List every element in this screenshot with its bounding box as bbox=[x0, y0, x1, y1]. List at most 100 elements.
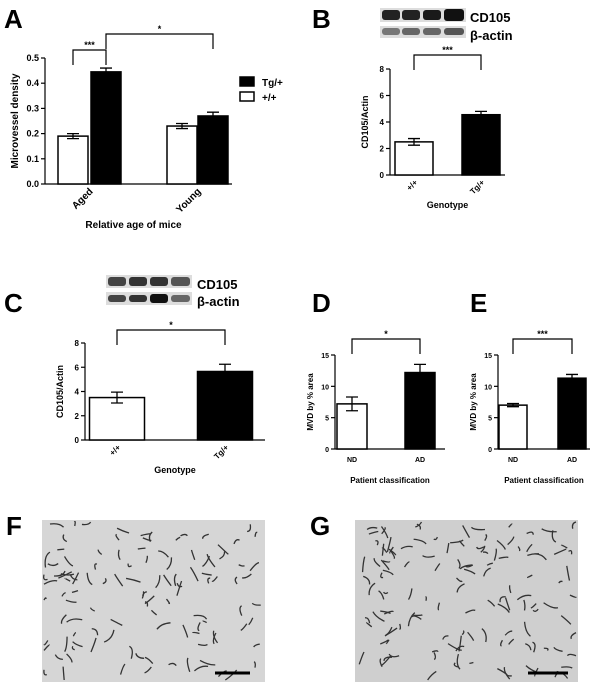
vessel bbox=[388, 548, 397, 556]
vessel bbox=[234, 576, 238, 585]
y-tick-label: 0.4 bbox=[26, 78, 39, 88]
vessel bbox=[381, 526, 386, 535]
vessel bbox=[461, 630, 465, 636]
vessel bbox=[43, 669, 48, 676]
x-axis-label: Patient classification bbox=[350, 476, 430, 485]
vessel bbox=[60, 573, 75, 576]
vessel bbox=[128, 645, 133, 659]
vessel bbox=[399, 623, 402, 630]
panel-label: F bbox=[6, 511, 22, 541]
vessel bbox=[217, 544, 229, 555]
y-tick-label: 10 bbox=[484, 384, 492, 391]
vessel bbox=[362, 575, 371, 585]
vessel bbox=[90, 637, 97, 653]
vessel bbox=[142, 591, 147, 597]
legend-swatch bbox=[239, 91, 255, 102]
micrograph bbox=[42, 520, 265, 682]
vessel bbox=[86, 572, 93, 586]
vessel bbox=[388, 653, 400, 658]
vessel bbox=[63, 556, 74, 567]
vessel bbox=[442, 635, 449, 640]
panel-label: E bbox=[470, 288, 487, 318]
panel-label: G bbox=[310, 511, 330, 541]
vessel bbox=[58, 571, 73, 579]
significance-bracket bbox=[116, 329, 226, 345]
micrograph bbox=[355, 520, 578, 682]
vessels bbox=[42, 520, 577, 681]
x-axis-label: Genotype bbox=[154, 465, 196, 475]
vessel bbox=[469, 661, 474, 664]
vessel bbox=[145, 555, 148, 563]
vessel bbox=[373, 557, 381, 567]
vessel bbox=[571, 521, 577, 529]
vessel bbox=[390, 551, 396, 559]
vessel bbox=[206, 553, 216, 568]
vessel bbox=[506, 674, 512, 677]
vessel bbox=[566, 653, 577, 657]
y-tick-label: 15 bbox=[484, 353, 492, 360]
vessel bbox=[253, 661, 256, 668]
vessel bbox=[527, 553, 539, 556]
vessel bbox=[496, 540, 506, 550]
vessel bbox=[62, 666, 65, 681]
vessel bbox=[507, 536, 515, 546]
bar bbox=[557, 377, 587, 450]
vessel bbox=[247, 524, 252, 533]
bar bbox=[166, 125, 198, 185]
vessel bbox=[175, 536, 181, 541]
x-tick-label: AD bbox=[567, 457, 577, 464]
y-tick-label: 0.5 bbox=[26, 53, 39, 63]
vessel bbox=[500, 639, 503, 647]
vessel bbox=[462, 525, 471, 538]
vessel bbox=[532, 608, 539, 612]
bar bbox=[196, 370, 254, 441]
vessel bbox=[413, 614, 423, 617]
blot-label: CD105 bbox=[470, 10, 510, 25]
vessel bbox=[407, 588, 413, 600]
error-bar bbox=[219, 363, 231, 380]
vessel bbox=[470, 526, 486, 531]
vessel bbox=[566, 565, 571, 581]
vessel bbox=[523, 599, 526, 611]
y-tick-label: 0.2 bbox=[26, 129, 39, 139]
x-tick-label: Tg/+ bbox=[468, 178, 486, 196]
significance-label: * bbox=[169, 320, 173, 330]
vessel bbox=[433, 536, 438, 541]
blot-label: β-actin bbox=[197, 294, 240, 309]
vessel bbox=[72, 641, 83, 648]
vessel bbox=[368, 530, 379, 535]
error-bar bbox=[507, 402, 519, 408]
vessel bbox=[427, 670, 437, 681]
vessel bbox=[407, 612, 416, 627]
vessel bbox=[165, 598, 171, 605]
vessel bbox=[212, 630, 219, 644]
vessel bbox=[140, 533, 152, 537]
vessel bbox=[54, 654, 63, 660]
significance-label: * bbox=[158, 24, 162, 34]
vessel bbox=[457, 559, 461, 569]
y-tick-label: 6 bbox=[75, 363, 80, 372]
vessel bbox=[434, 563, 441, 572]
vessel bbox=[150, 609, 158, 616]
vessel bbox=[176, 580, 183, 596]
vessel bbox=[248, 617, 254, 626]
error-bar bbox=[176, 122, 188, 130]
significance-label: *** bbox=[84, 40, 95, 50]
y-tick-label: 10 bbox=[321, 384, 329, 391]
vessel bbox=[103, 629, 115, 643]
vessel bbox=[193, 665, 209, 672]
vessel bbox=[197, 643, 208, 646]
vessel bbox=[504, 597, 511, 611]
y-tick-label: 8 bbox=[75, 339, 80, 348]
y-tick-label: 0.0 bbox=[26, 179, 39, 189]
vessel bbox=[73, 520, 76, 527]
vessel bbox=[504, 630, 513, 636]
vessel bbox=[382, 560, 391, 563]
vessel bbox=[380, 639, 389, 645]
vessel bbox=[197, 622, 201, 632]
vessel bbox=[543, 602, 559, 609]
vessel bbox=[253, 643, 260, 648]
vessel bbox=[381, 543, 385, 556]
vessel bbox=[560, 615, 572, 625]
vessel bbox=[211, 576, 218, 582]
